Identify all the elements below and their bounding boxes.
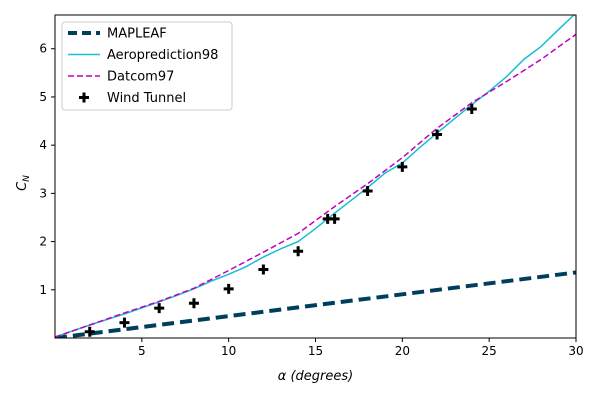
data-point-wind-tunnel <box>293 246 304 257</box>
x-tick-label: 30 <box>568 344 583 358</box>
y-tick-label: 5 <box>39 90 47 104</box>
data-point-wind-tunnel <box>223 283 234 294</box>
y-tick-label: 4 <box>39 138 47 152</box>
y-axis-ticks: 1 2 3 4 5 6 <box>39 42 55 297</box>
series-wind-tunnel-markers <box>84 104 477 337</box>
legend-marker-wind-tunnel <box>79 92 89 103</box>
x-tick-label: 10 <box>221 344 236 358</box>
data-point-wind-tunnel <box>119 317 130 328</box>
x-tick-label: 20 <box>395 344 410 358</box>
data-point-wind-tunnel <box>329 213 340 224</box>
data-point-wind-tunnel <box>188 298 199 309</box>
legend-item-mapleaf: MAPLEAF <box>68 27 167 42</box>
series-layer <box>55 15 576 338</box>
y-axis-label: CN <box>15 175 32 191</box>
legend-label-mapleaf: MAPLEAF <box>107 27 167 42</box>
legend-label-datcom97: Datcom97 <box>107 70 174 85</box>
x-tick-label: 5 <box>138 344 146 358</box>
series-line-mapleaf <box>55 270 576 338</box>
series-line-datcom97 <box>55 33 576 338</box>
data-point-wind-tunnel <box>397 161 408 172</box>
data-point-wind-tunnel <box>466 104 477 115</box>
y-axis-label-main: C <box>15 181 30 191</box>
data-point-wind-tunnel <box>258 264 269 275</box>
legend-label-aeroprediction98: Aeroprediction98 <box>107 48 218 63</box>
data-point-wind-tunnel <box>362 185 373 196</box>
x-axis-label: α (degrees) <box>278 369 353 384</box>
legend-item-aeroprediction98: Aeroprediction98 <box>68 48 218 63</box>
legend: MAPLEAF Aeroprediction98 Datcom97 Wind Tunn… <box>61 21 233 111</box>
y-tick-label: 1 <box>39 283 47 297</box>
x-tick-label: 15 <box>308 344 323 358</box>
legend-item-datcom97: Datcom97 <box>68 70 174 85</box>
legend-item-wind-tunnel: Wind Tunnel <box>79 91 186 106</box>
y-tick-label: 3 <box>39 186 47 200</box>
data-point-wind-tunnel <box>432 129 443 140</box>
y-axis-label-subscript: N <box>22 175 32 182</box>
x-axis-ticks: 5 10 15 20 25 30 <box>138 338 584 358</box>
legend-label-wind-tunnel: Wind Tunnel <box>107 91 186 106</box>
y-tick-label: 2 <box>39 235 47 249</box>
x-tick-label: 25 <box>482 344 497 358</box>
legend-box <box>61 21 233 111</box>
data-point-wind-tunnel <box>154 303 165 314</box>
data-point-wind-tunnel <box>84 326 95 337</box>
y-tick-label: 6 <box>39 42 47 56</box>
